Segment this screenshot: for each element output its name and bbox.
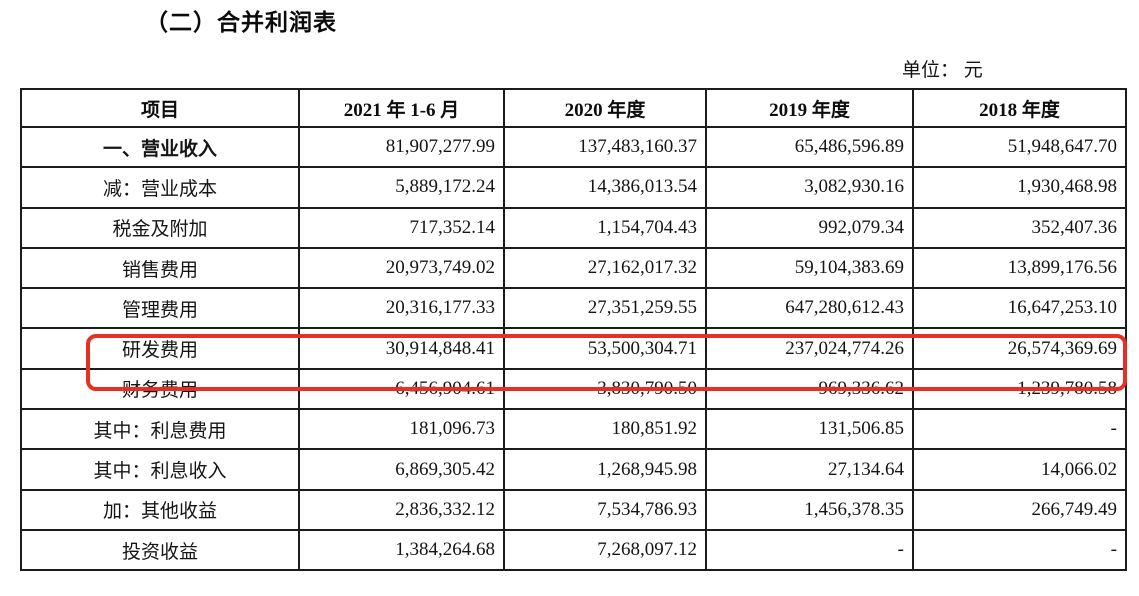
row-value: -6,456,904.61 <box>298 367 505 411</box>
row-value: 181,096.73 <box>298 408 505 451</box>
row-value: -969,336.62 <box>705 367 914 411</box>
table-body: 一、营业收入 81,907,277.99 137,483,160.37 65,486,… <box>20 125 1127 572</box>
row-value: 14,066.02 <box>912 448 1127 491</box>
row-label: 一、营业收入 <box>20 125 300 169</box>
row-value: 20,973,749.02 <box>298 246 505 290</box>
row-value: 137,483,160.37 <box>503 125 707 169</box>
table-row: 税金及附加 717,352.14 1,154,704.43 992,079.34 352… <box>20 206 1127 249</box>
row-value: 7,534,786.93 <box>503 488 707 531</box>
row-value: 27,351,259.55 <box>503 287 707 330</box>
row-value: 3,830,790.50 <box>503 367 707 411</box>
table-row: 财务费用 -6,456,904.61 3,830,790.50 -969,336.62… <box>20 367 1127 411</box>
row-label: 财务费用 <box>20 367 300 411</box>
row-value: 65,486,596.89 <box>705 125 914 169</box>
row-value: 266,749.49 <box>912 488 1127 531</box>
row-value: 59,104,383.69 <box>705 246 914 290</box>
table-header-row: 项目 2021 年 1-6 月 2020 年度 2019 年度 2018 年度 <box>20 88 1127 128</box>
row-value: 30,914,848.41 <box>298 327 505 370</box>
row-label: 管理费用 <box>20 287 300 330</box>
row-value: - <box>912 408 1127 451</box>
row-value: 7,268,097.12 <box>503 528 707 572</box>
row-value: 5,889,172.24 <box>298 166 505 209</box>
column-header: 项目 <box>20 88 300 128</box>
row-value: 51,948,647.70 <box>912 125 1127 169</box>
row-label: 销售费用 <box>20 246 300 290</box>
row-value: 26,574,369.69 <box>912 327 1127 370</box>
table-row: 一、营业收入 81,907,277.99 137,483,160.37 65,486,… <box>20 125 1127 169</box>
unit-label: 单位： 元 <box>902 60 983 81</box>
row-label: 加：其他收益 <box>20 488 300 531</box>
table-row: 减：营业成本 5,889,172.24 14,386,013.54 3,082,930… <box>20 166 1127 209</box>
row-value: 81,907,277.99 <box>298 125 505 169</box>
row-value: - <box>912 528 1127 572</box>
table-row: 其中：利息费用 181,096.73 180,851.92 131,506.85- <box>20 408 1127 451</box>
table-row: 管理费用 20,316,177.33 27,351,259.55 647,280,61… <box>20 287 1127 330</box>
row-value: 131,506.85 <box>705 408 914 451</box>
row-value: -1,239,780.58 <box>912 367 1127 411</box>
table-row: 加：其他收益 2,836,332.12 7,534,786.93 1,456,378.… <box>20 488 1127 531</box>
row-label: 税金及附加 <box>20 206 300 249</box>
row-value: 14,386,013.54 <box>503 166 707 209</box>
row-value: 13,899,176.56 <box>912 246 1127 290</box>
row-value: 647,280,612.43 <box>705 287 914 330</box>
row-value: 16,647,253.10 <box>912 287 1127 330</box>
row-value: 6,869,305.42 <box>298 448 505 491</box>
row-value: 1,930,468.98 <box>912 166 1127 209</box>
section-title: （二）合并利润表 <box>145 9 337 35</box>
row-value: 180,851.92 <box>503 408 707 451</box>
row-label: 其中：利息费用 <box>20 408 300 451</box>
row-value: 27,162,017.32 <box>503 246 707 290</box>
row-label: 减：营业成本 <box>20 166 300 209</box>
table-row: 其中：利息收入 6,869,305.42 1,268,945.98 27,134.64… <box>20 448 1127 491</box>
row-value: 20,316,177.33 <box>298 287 505 330</box>
column-header: 2021 年 1-6 月 <box>298 88 505 128</box>
row-label: 其中：利息收入 <box>20 448 300 491</box>
column-header: 2020 年度 <box>503 88 707 128</box>
row-value: 237,024,774.26 <box>705 327 914 370</box>
column-header: 2019 年度 <box>705 88 914 128</box>
income-statement-table: 项目 2021 年 1-6 月 2020 年度 2019 年度 2018 年度 一、营业… <box>20 88 1127 572</box>
row-label: 研发费用 <box>20 327 300 370</box>
column-header: 2018 年度 <box>912 88 1127 128</box>
row-value: 352,407.36 <box>912 206 1127 249</box>
row-value: 1,384,264.68 <box>298 528 505 572</box>
row-value: 1,268,945.98 <box>503 448 707 491</box>
table-row: 研发费用 30,914,848.41 53,500,304.71 237,024,77… <box>20 327 1127 370</box>
table-row: 投资收益 1,384,264.68 7,268,097.12- - <box>20 528 1127 572</box>
row-value: 992,079.34 <box>705 206 914 249</box>
row-value: 1,154,704.43 <box>503 206 707 249</box>
row-value: 3,082,930.16 <box>705 166 914 209</box>
row-label: 投资收益 <box>20 528 300 572</box>
row-value: 2,836,332.12 <box>298 488 505 531</box>
row-value: 53,500,304.71 <box>503 327 707 370</box>
row-value: - <box>705 528 914 572</box>
row-value: 1,456,378.35 <box>705 488 914 531</box>
row-value: 717,352.14 <box>298 206 505 249</box>
table-row: 销售费用 20,973,749.02 27,162,017.32 59,104,383… <box>20 246 1127 290</box>
row-value: 27,134.64 <box>705 448 914 491</box>
